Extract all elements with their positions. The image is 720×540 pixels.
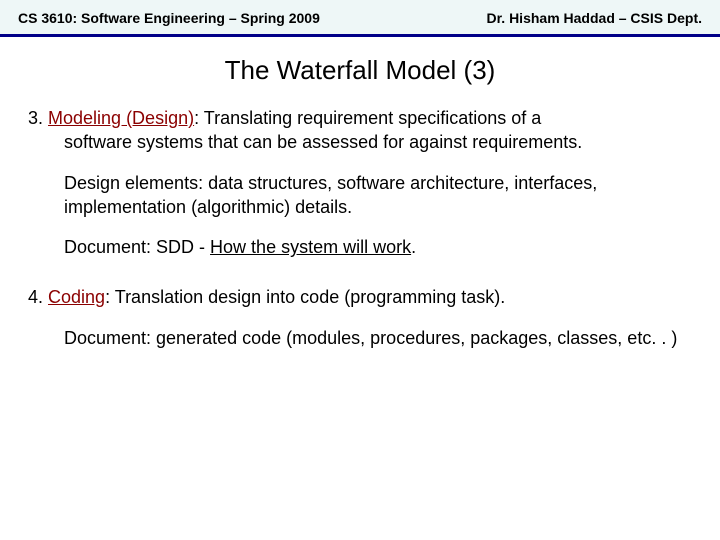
item-3-doc-suffix: .	[411, 237, 416, 257]
item-3-document: Document: SDD - How the system will work…	[28, 235, 692, 259]
item-3-line1: 3. Modeling (Design): Translating requir…	[28, 106, 692, 130]
instructor-label: Dr. Hisham Haddad – CSIS Dept.	[487, 10, 703, 26]
item-4-document: Document: generated code (modules, proce…	[28, 326, 692, 350]
item-4: 4. Coding: Translation design into code …	[28, 285, 692, 350]
slide-title: The Waterfall Model (3)	[225, 55, 496, 85]
item-3-number: 3.	[28, 108, 48, 128]
item-4-line1: 4. Coding: Translation design into code …	[28, 285, 692, 309]
item-3-doc-underline: How the system will work	[210, 237, 411, 257]
item-3-elements: Design elements: data structures, softwa…	[28, 171, 692, 220]
item-4-desc: : Translation design into code (programm…	[105, 287, 505, 307]
item-4-heading: Coding	[48, 287, 105, 307]
slide-content: 3. Modeling (Design): Translating requir…	[0, 106, 720, 350]
title-row: The Waterfall Model (3)	[0, 37, 720, 106]
item-3: 3. Modeling (Design): Translating requir…	[28, 106, 692, 259]
slide-header: CS 3610: Software Engineering – Spring 2…	[0, 0, 720, 37]
item-3-heading: Modeling (Design)	[48, 108, 194, 128]
item-3-desc1: : Translating requirement specifications…	[194, 108, 541, 128]
item-3-doc-prefix: Document: SDD -	[64, 237, 210, 257]
course-label: CS 3610: Software Engineering – Spring 2…	[18, 10, 320, 26]
item-3-desc2: software systems that can be assessed fo…	[28, 130, 692, 154]
item-4-number: 4.	[28, 287, 48, 307]
